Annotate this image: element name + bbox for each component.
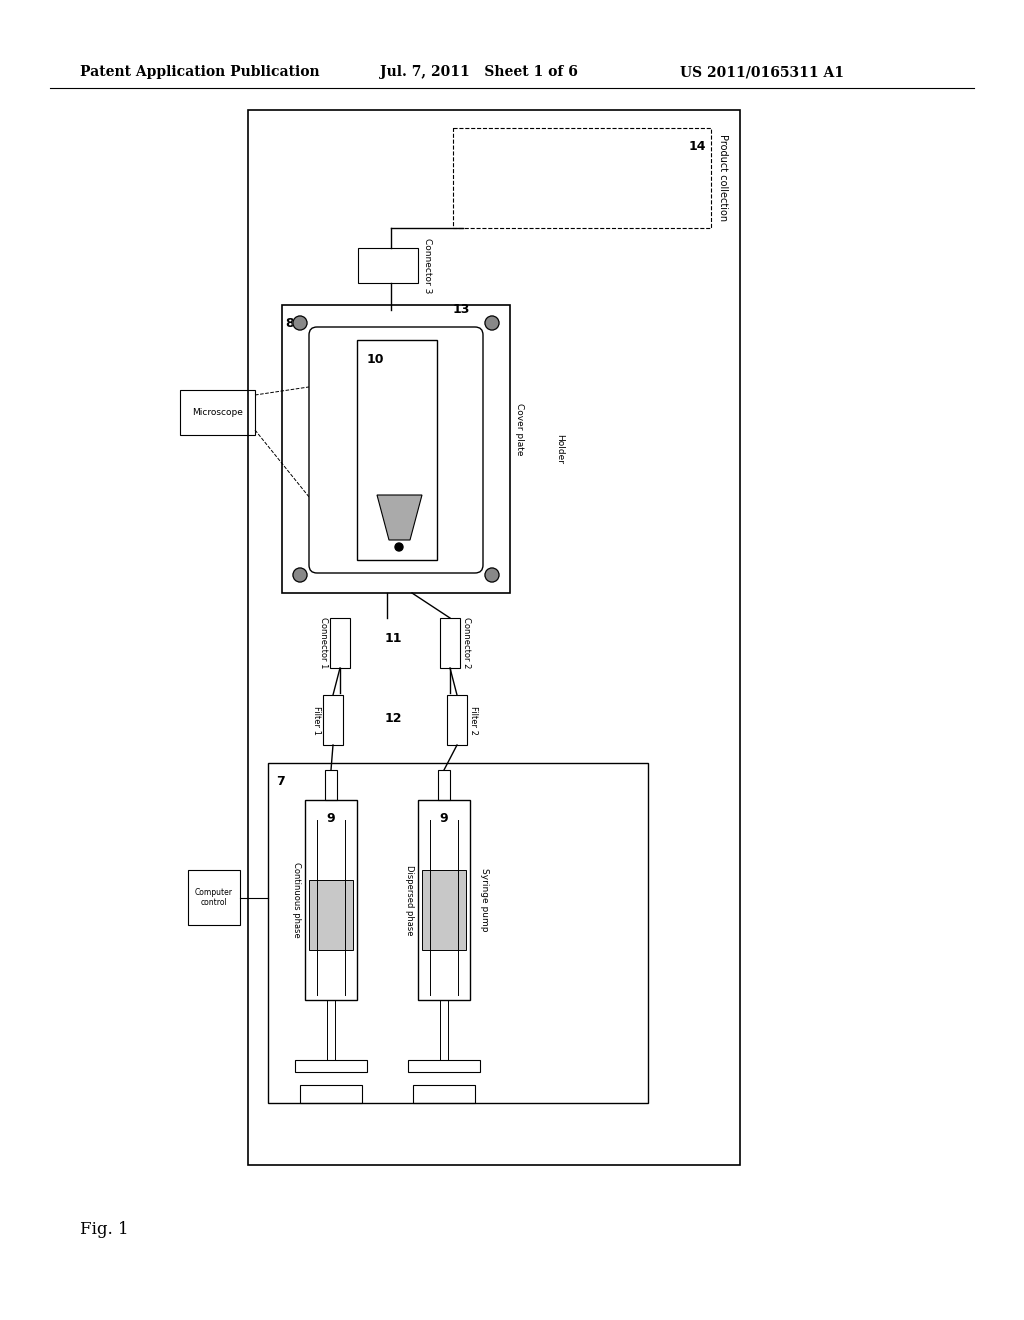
Text: Jul. 7, 2011   Sheet 1 of 6: Jul. 7, 2011 Sheet 1 of 6 [380,65,578,79]
Text: Connector 3: Connector 3 [423,238,432,293]
Text: 10: 10 [367,352,384,366]
Text: 11: 11 [384,631,401,644]
Text: Connector 1: Connector 1 [319,618,328,669]
Circle shape [293,568,307,582]
Bar [438,770,450,800]
Circle shape [485,315,499,330]
Text: Computer
control: Computer control [195,888,233,907]
Bar [358,248,418,282]
Bar [309,880,353,950]
Bar [357,341,437,560]
Text: 9: 9 [439,812,449,825]
Bar [330,618,350,668]
Text: Product collection: Product collection [718,135,728,222]
Bar [282,305,510,593]
Text: Microscope: Microscope [193,408,243,417]
Text: US 2011/0165311 A1: US 2011/0165311 A1 [680,65,844,79]
Bar [408,1060,480,1072]
Bar [418,800,470,1001]
Text: Filter 1: Filter 1 [312,706,321,734]
Text: 14: 14 [688,140,706,153]
Text: 8: 8 [285,317,294,330]
Bar [248,110,740,1166]
FancyBboxPatch shape [309,327,483,573]
Text: 12: 12 [384,711,401,725]
Bar [188,870,240,925]
Bar [453,128,711,228]
Bar [327,1001,335,1060]
Bar [440,1001,449,1060]
Text: Fig. 1: Fig. 1 [80,1221,129,1238]
Bar [268,763,648,1104]
Text: 9: 9 [327,812,335,825]
Text: 7: 7 [276,775,285,788]
Text: Dispersed phase: Dispersed phase [406,865,414,936]
Text: 13: 13 [453,304,470,315]
Bar [295,1060,367,1072]
Text: Patent Application Publication: Patent Application Publication [80,65,319,79]
Circle shape [485,568,499,582]
Bar [300,1085,362,1104]
Circle shape [395,543,403,550]
Text: Holder: Holder [555,434,564,465]
Text: Cover plate: Cover plate [515,403,524,455]
Text: Syringe pump: Syringe pump [480,869,489,932]
Text: Filter 2: Filter 2 [469,706,478,734]
Text: Continuous phase: Continuous phase [292,862,301,939]
Bar [305,800,357,1001]
Bar [413,1085,475,1104]
Bar [325,770,337,800]
Bar [180,389,255,436]
Bar [447,696,467,744]
Bar [440,618,460,668]
Circle shape [293,315,307,330]
Bar [323,696,343,744]
Bar [422,870,466,950]
Polygon shape [377,495,422,540]
Text: Connector 2: Connector 2 [462,618,471,669]
